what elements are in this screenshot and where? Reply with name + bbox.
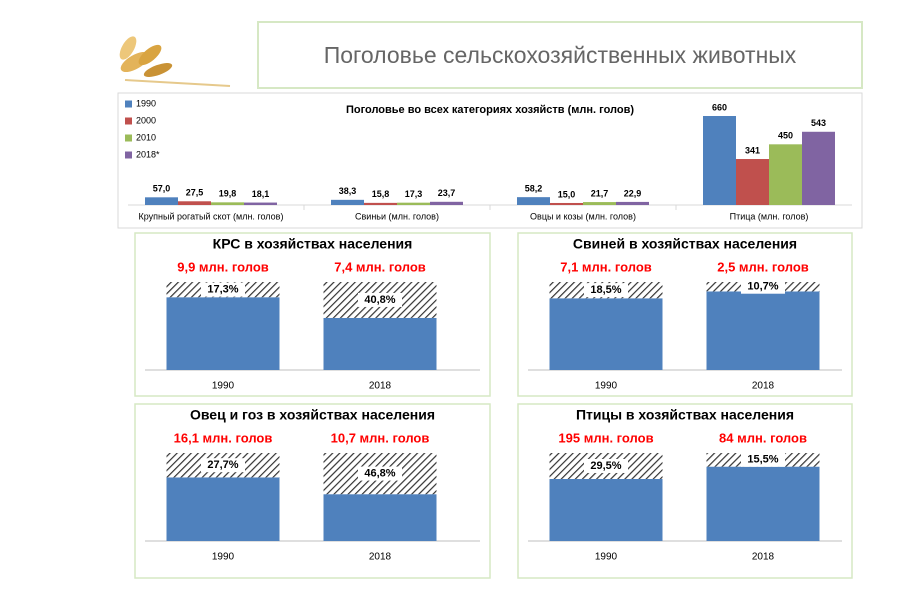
bar [583, 202, 616, 205]
bar-segment [323, 494, 437, 541]
bar-segment [166, 477, 280, 541]
x-tick-label: Птица (млн. голов) [730, 211, 809, 221]
value-label: 17,3 [405, 189, 423, 199]
legend-swatch [125, 134, 132, 142]
legend-label: 2018* [136, 149, 160, 159]
annotation: 7,1 млн. голов [560, 259, 652, 274]
x-tick-label: 2018 [752, 381, 775, 392]
bar [178, 201, 211, 205]
legend-label: 1990 [136, 98, 156, 108]
value-label: 27,7% [207, 459, 238, 471]
bar [616, 201, 649, 205]
legend-swatch [125, 151, 132, 159]
annotation: 10,7 млн. голов [331, 430, 430, 445]
legend-swatch [125, 100, 132, 108]
chart-title: Птицы в хозяйствах населения [576, 407, 794, 423]
legend-label: 2000 [136, 115, 156, 125]
value-label: 21,7 [591, 188, 609, 198]
bar [145, 197, 178, 205]
bar [736, 159, 769, 205]
bar-segment [323, 317, 437, 370]
x-tick-label: 2018 [752, 552, 775, 563]
value-label: 10,7% [747, 281, 778, 293]
legend-label: 2010 [136, 132, 156, 142]
label-background [358, 466, 402, 481]
bar [703, 116, 736, 205]
value-label: 40,8% [364, 294, 395, 306]
annotation: 9,9 млн. голов [177, 259, 269, 274]
x-tick-label: Крупный рогатый скот (млн. голов) [139, 211, 284, 221]
value-label: 17,3% [207, 284, 238, 296]
value-label: 450 [778, 131, 793, 141]
value-label: 57,0 [153, 184, 171, 194]
wheat-decoration [119, 36, 231, 87]
bar-segment [549, 298, 663, 370]
bar-segment [706, 291, 820, 370]
label-background [741, 452, 785, 467]
x-tick-label: 1990 [212, 381, 235, 392]
label-background [201, 282, 245, 297]
value-label: 23,7 [438, 188, 456, 198]
label-background [584, 458, 628, 473]
x-tick-label: 2018 [369, 552, 392, 563]
bar [769, 144, 802, 205]
label-background [358, 292, 402, 307]
value-label: 543 [811, 118, 826, 128]
value-label: 18,5% [590, 284, 621, 296]
value-label: 18,1 [252, 189, 270, 199]
x-tick-label: 1990 [595, 381, 618, 392]
value-label: 27,5 [186, 188, 204, 198]
value-label: 341 [745, 145, 760, 155]
bar-segment [549, 478, 663, 541]
value-label: 46,8% [364, 467, 395, 479]
bar [331, 199, 364, 205]
x-tick-label: 1990 [595, 552, 618, 563]
bar [550, 202, 583, 205]
annotation: 7,4 млн. голов [334, 259, 426, 274]
value-label: 15,0 [558, 189, 576, 199]
bar [430, 201, 463, 205]
x-tick-label: Свиньи (млн. голов) [355, 211, 439, 221]
x-tick-label: 2018 [369, 381, 392, 392]
value-label: 22,9 [624, 188, 642, 198]
value-label: 38,3 [339, 186, 357, 196]
bar-segment [166, 297, 280, 370]
value-label: 58,2 [525, 184, 543, 194]
bar [802, 131, 835, 205]
value-label: 29,5% [590, 460, 621, 472]
label-background [584, 283, 628, 298]
chart-title: КРС в хозяйствах населения [213, 236, 413, 252]
x-tick-label: 1990 [212, 552, 235, 563]
chart-title: Овец и гоз в хозяйствах населения [190, 407, 435, 423]
x-tick-label: Овцы и козы (млн. голов) [530, 211, 636, 221]
bar [244, 202, 277, 205]
chart-title: Свиней в хозяйствах населения [573, 236, 797, 252]
label-background [741, 279, 785, 294]
header-box [257, 21, 863, 89]
bar [364, 202, 397, 205]
value-label: 19,8 [219, 189, 237, 199]
value-label: 660 [712, 102, 727, 112]
value-label: 15,8 [372, 189, 390, 199]
annotation: 16,1 млн. голов [174, 430, 273, 445]
annotation: 2,5 млн. голов [717, 259, 809, 274]
bar-segment [706, 466, 820, 541]
chart-title: Поголовье во всех категориях хозяйств (м… [346, 104, 634, 116]
annotation: 195 млн. голов [558, 430, 653, 445]
bar [517, 197, 550, 205]
header-title: Поголовье сельскохозяйственных животных [324, 42, 797, 68]
value-label: 15,5% [747, 454, 778, 466]
legend-swatch [125, 117, 132, 125]
bar [211, 202, 244, 205]
bar [397, 202, 430, 205]
annotation: 84 млн. голов [719, 430, 807, 445]
label-background [201, 458, 245, 473]
